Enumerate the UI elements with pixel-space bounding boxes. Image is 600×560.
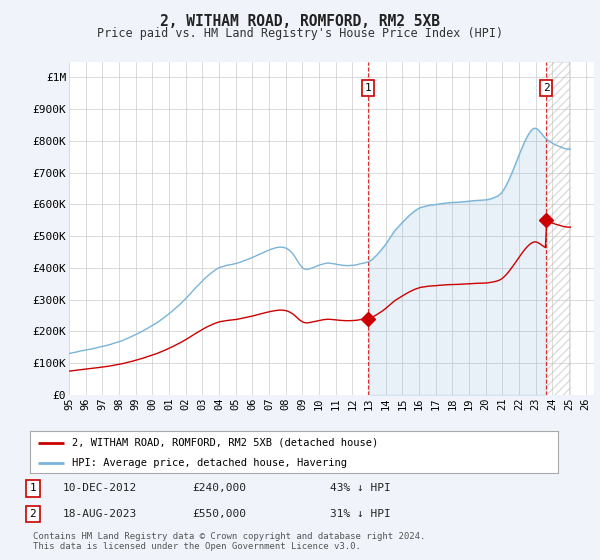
Text: 18-AUG-2023: 18-AUG-2023 bbox=[63, 509, 137, 519]
Text: 2, WITHAM ROAD, ROMFORD, RM2 5XB: 2, WITHAM ROAD, ROMFORD, RM2 5XB bbox=[160, 14, 440, 29]
Text: Price paid vs. HM Land Registry's House Price Index (HPI): Price paid vs. HM Land Registry's House … bbox=[97, 27, 503, 40]
Text: HPI: Average price, detached house, Havering: HPI: Average price, detached house, Have… bbox=[72, 458, 347, 468]
Text: 31% ↓ HPI: 31% ↓ HPI bbox=[330, 509, 391, 519]
Text: 2: 2 bbox=[543, 83, 550, 94]
Text: 1: 1 bbox=[365, 83, 371, 94]
Text: 1: 1 bbox=[29, 483, 37, 493]
Text: 43% ↓ HPI: 43% ↓ HPI bbox=[330, 483, 391, 493]
Text: 2: 2 bbox=[29, 509, 37, 519]
Text: Contains HM Land Registry data © Crown copyright and database right 2024.
This d: Contains HM Land Registry data © Crown c… bbox=[33, 532, 425, 552]
Text: £240,000: £240,000 bbox=[192, 483, 246, 493]
Text: 2, WITHAM ROAD, ROMFORD, RM2 5XB (detached house): 2, WITHAM ROAD, ROMFORD, RM2 5XB (detach… bbox=[72, 438, 379, 448]
Text: 10-DEC-2012: 10-DEC-2012 bbox=[63, 483, 137, 493]
Text: £550,000: £550,000 bbox=[192, 509, 246, 519]
